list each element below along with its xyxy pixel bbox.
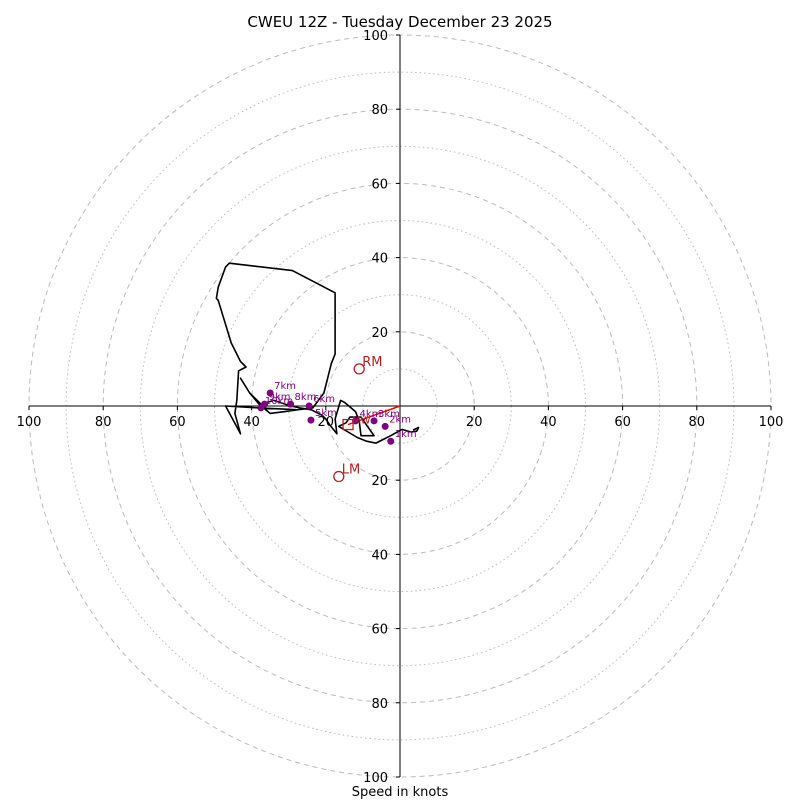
height-marker-dot [381, 422, 389, 430]
y-tick-label: 80 [371, 697, 388, 712]
height-marker-dot [370, 417, 378, 425]
height-marker-dot [257, 404, 265, 412]
mean-wind-label: MW [352, 416, 371, 427]
height-marker-label: 4km [359, 409, 381, 420]
x-tick-label: 100 [759, 415, 784, 430]
height-marker-label: 6km [313, 394, 335, 405]
x-tick-label: 60 [169, 415, 186, 430]
mean-wind-marker [342, 418, 354, 431]
right-mover-label: RM [362, 355, 382, 370]
height-marker-label: 3km [378, 409, 400, 420]
y-tick-label: 80 [371, 103, 388, 118]
height-marker-label: 10km [265, 396, 293, 407]
x-tick-label: 100 [17, 415, 42, 430]
tick-labels: 100 80 60 40 20 20 40 60 80 100100806040202040608… [17, 29, 784, 786]
x-tick-label: 40 [540, 415, 557, 430]
height-marker-label: 1km [395, 429, 417, 440]
x-tick-label: 80 [689, 415, 706, 430]
left-mover-marker [333, 470, 345, 483]
height-marker-label: 2km [389, 414, 411, 425]
height-marker-label: 5km [315, 408, 337, 419]
height-marker-dot [387, 437, 395, 445]
y-tick-label: 60 [371, 177, 388, 192]
height-marker-dot [305, 402, 313, 410]
height-marker-dot [266, 389, 274, 397]
height-marker-label: 9km [269, 392, 291, 403]
height-marker-dot [351, 417, 359, 425]
x-axis-label: Speed in knots [352, 785, 449, 800]
height-marker-dot [287, 400, 295, 408]
right-mover-marker [353, 363, 365, 375]
height-marker-label: 8km [295, 392, 317, 403]
y-tick-label: 40 [371, 252, 388, 267]
y-tick-label: 60 [371, 623, 388, 638]
x-tick-label: 20 [466, 415, 483, 430]
y-tick-label: 20 [371, 326, 388, 341]
height-marker-label: 7km [274, 381, 296, 392]
x-tick-label: 40 [243, 415, 260, 430]
x-tick-label: 80 [95, 415, 112, 430]
y-tick-label: 100 [363, 771, 388, 786]
x-tick-label: 60 [614, 415, 631, 430]
left-mover-label: LM [342, 462, 360, 477]
chart-title: CWEU 12Z - Tuesday December 23 2025 [247, 13, 552, 31]
y-tick-label: 20 [371, 474, 388, 489]
height-marker-dot [307, 416, 315, 424]
y-tick-label: 100 [363, 29, 388, 44]
y-tick-label: 40 [371, 548, 388, 563]
storm-motion-markers: RM LM MW [333, 355, 382, 483]
